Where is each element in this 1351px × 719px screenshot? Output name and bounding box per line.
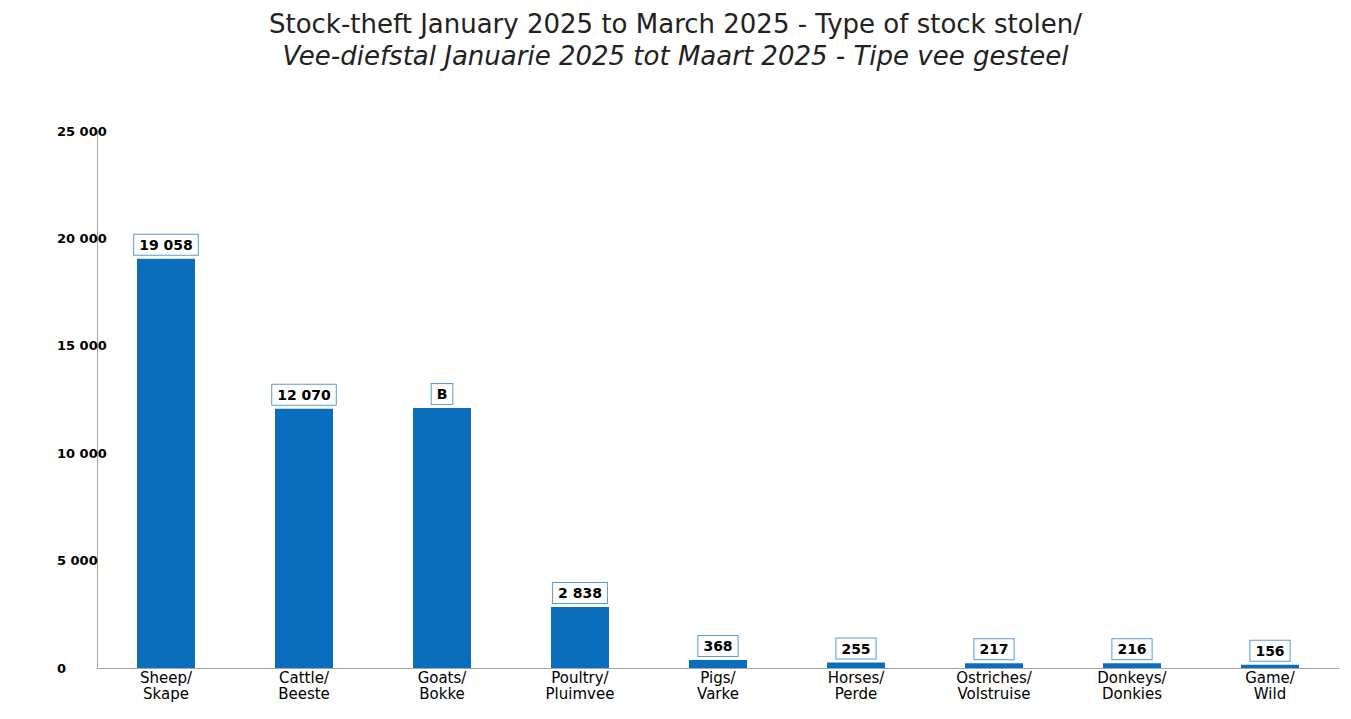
svg-text:Cattle/: Cattle/ [279,669,329,687]
svg-text:Beeste: Beeste [278,685,330,703]
svg-text:Stock-theft January 2025 to Ma: Stock-theft January 2025 to March 2025 -… [269,9,1082,39]
svg-text:Poultry/: Poultry/ [551,669,609,687]
svg-text:156: 156 [1255,643,1284,659]
svg-text:0: 0 [57,661,66,676]
svg-text:Donkeys/: Donkeys/ [1097,669,1167,687]
svg-text:216: 216 [1117,641,1146,657]
svg-text:Pigs/: Pigs/ [700,669,736,687]
svg-text:Perde: Perde [835,685,877,703]
svg-text:Donkies: Donkies [1102,685,1162,703]
svg-text:12 070: 12 070 [277,387,331,403]
svg-text:Wild: Wild [1254,685,1286,703]
svg-text:20 000: 20 000 [57,231,107,246]
svg-text:Pluimvee: Pluimvee [546,685,615,703]
svg-text:2 838: 2 838 [558,585,602,601]
svg-text:Ostriches/: Ostriches/ [956,669,1032,687]
svg-text:Bokke: Bokke [419,685,465,703]
svg-text:Goats/: Goats/ [417,669,467,687]
svg-text:255: 255 [841,641,870,657]
svg-text:Volstruise: Volstruise [957,685,1030,703]
svg-text:5 000: 5 000 [57,553,98,568]
svg-text:Game/: Game/ [1245,669,1295,687]
svg-text:19 058: 19 058 [139,237,193,253]
svg-text:Varke: Varke [697,685,739,703]
svg-text:368: 368 [703,638,732,654]
svg-text:10 000: 10 000 [57,446,107,461]
svg-text:B: B [437,386,448,402]
svg-text:Sheep/: Sheep/ [140,669,192,687]
svg-text:25 000: 25 000 [57,124,107,139]
svg-text:Horses/: Horses/ [827,669,885,687]
svg-text:217: 217 [979,641,1008,657]
svg-text:Vee-diefstal Januarie 2025 tot: Vee-diefstal Januarie 2025 tot Maart 202… [283,41,1070,71]
svg-text:Skape: Skape [143,685,189,703]
svg-text:15 000: 15 000 [57,338,107,353]
